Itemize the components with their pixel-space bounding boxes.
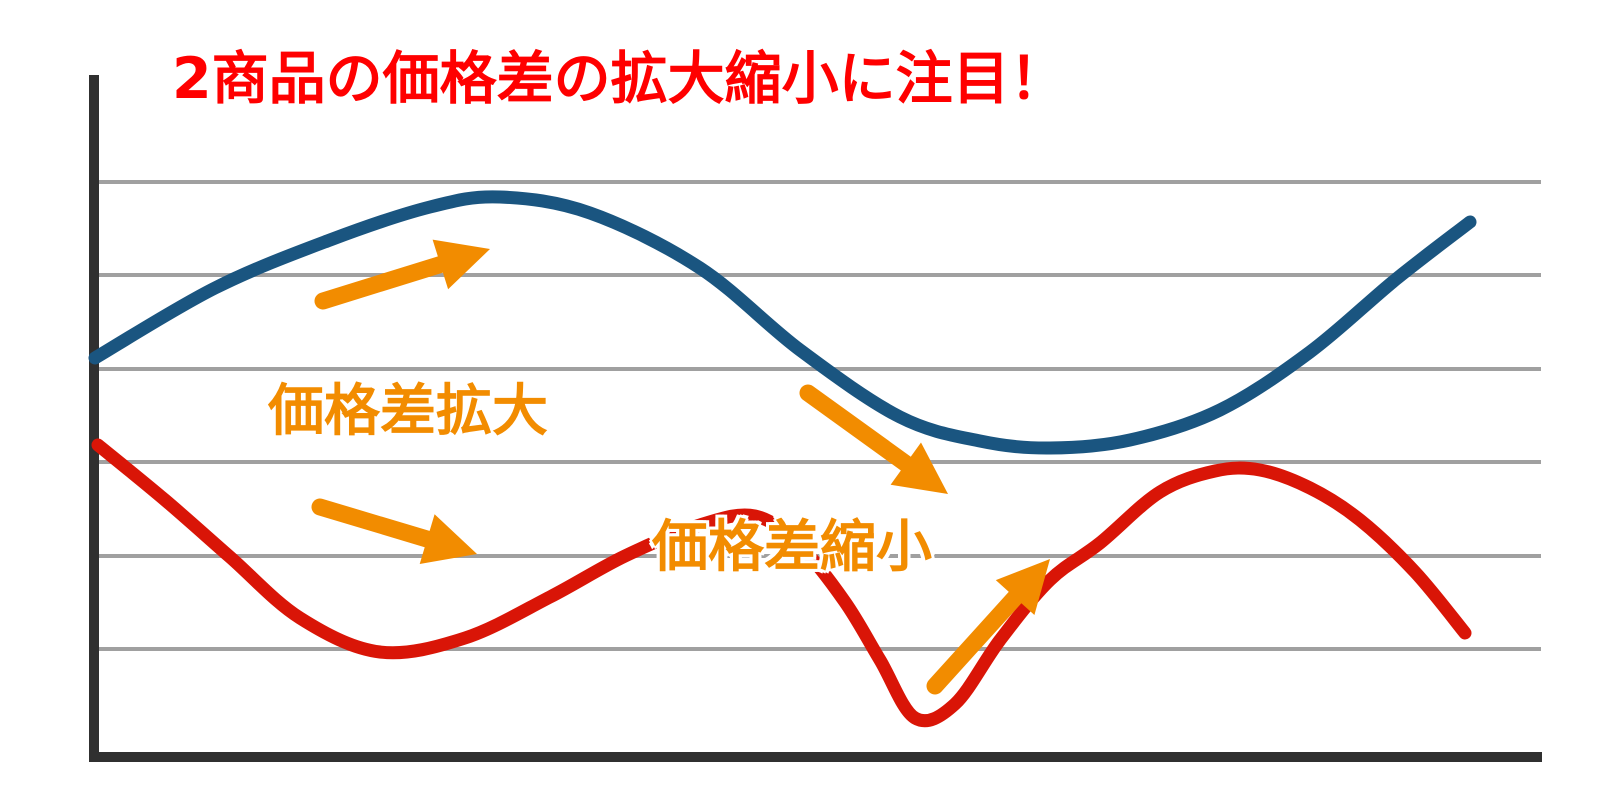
spread-widening-label: 価格差拡大: [268, 379, 548, 444]
arrow-up-right-bottom-icon: [926, 559, 1050, 695]
arrow-up-right-bottom-icon-shaft: [926, 584, 1028, 695]
arrow-up-right-top-icon-shaft: [314, 254, 455, 310]
arrow-down-right-left-icon-head: [419, 514, 477, 564]
x-axis: [89, 752, 1542, 762]
arrow-down-right-mid-icon: [799, 384, 948, 494]
red-price-line: [91, 438, 1472, 728]
spread-narrowing-label: 価格差縮小: [652, 515, 932, 580]
arrow-up-right-bottom-icon-head: [995, 559, 1050, 615]
arrow-down-right-left-icon-shaft: [311, 498, 442, 550]
arrow-down-right-mid-icon-shaft: [799, 384, 920, 476]
arrow-up-right-top-icon-head: [432, 239, 490, 290]
arrow-up-right-top-icon: [314, 239, 490, 310]
y-axis: [89, 75, 99, 762]
chart-title: 2商品の価格差の拡大縮小に注目！: [172, 46, 1067, 112]
arrow-down-right-mid-icon-head: [890, 442, 948, 494]
arrow-down-right-left-icon: [311, 498, 477, 564]
blue-price-line: [88, 190, 1477, 455]
